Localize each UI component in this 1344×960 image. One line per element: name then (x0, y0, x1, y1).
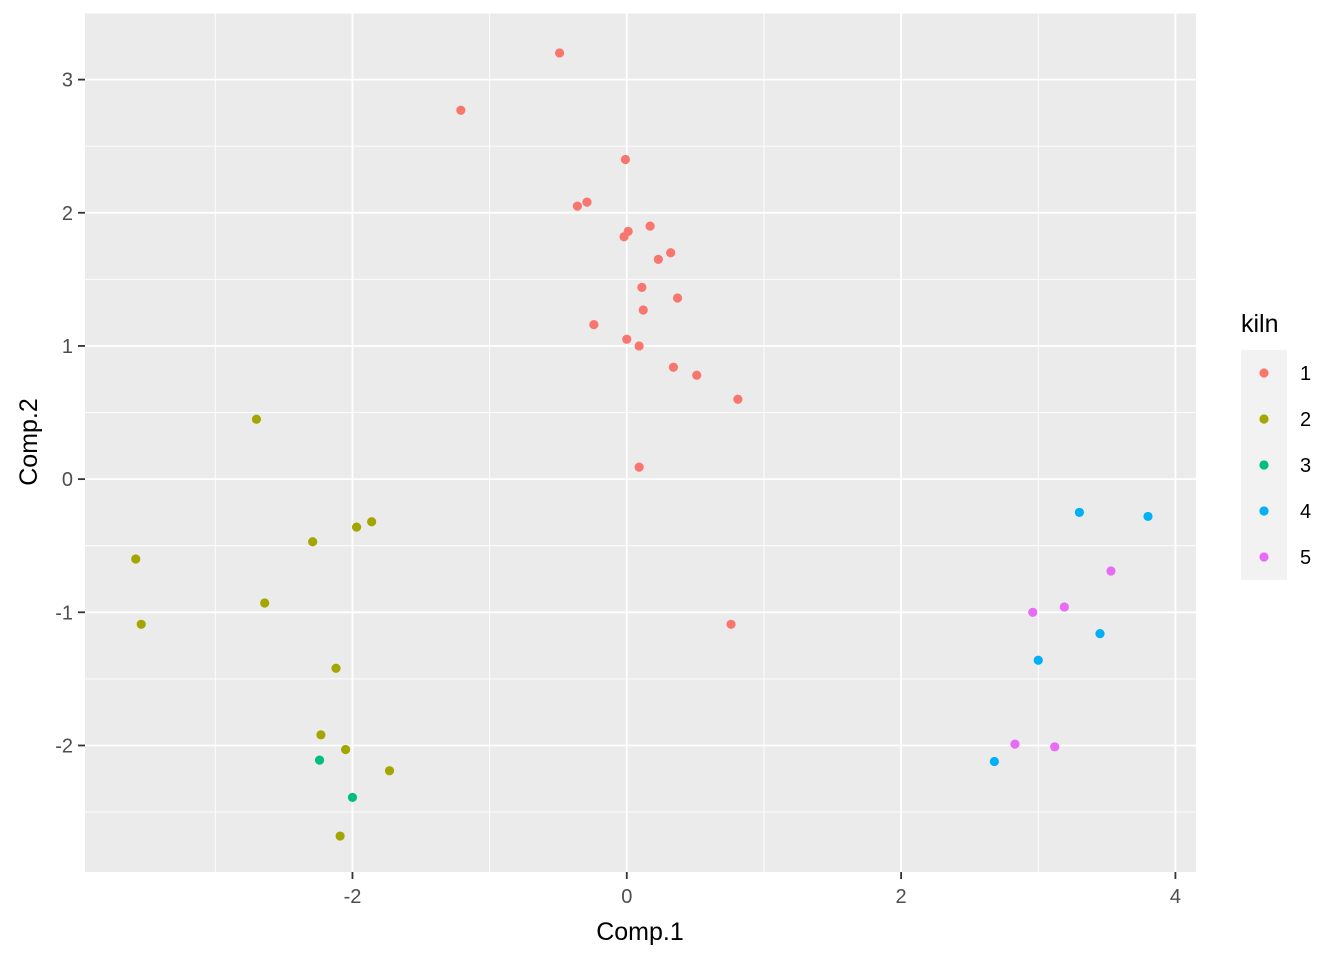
data-point-kiln-1 (620, 154, 631, 165)
y-axis: -2 -1 0 1 2 3 (55, 70, 85, 757)
data-point-kiln-1 (692, 370, 702, 380)
data-point-kiln-2 (251, 414, 262, 424)
data-point-kiln-1 (572, 201, 583, 211)
data-point-kiln-5 (1028, 607, 1038, 617)
data-point-kiln-1 (638, 305, 648, 315)
data-point-kiln-5 (1050, 742, 1060, 752)
legend-key-kiln-1 (1259, 368, 1269, 378)
major-gridlines (85, 13, 1196, 872)
data-point-kiln-4 (1033, 655, 1043, 665)
data-point-kiln-3 (347, 792, 358, 803)
data-point-kiln-1 (634, 341, 644, 351)
legend-label-kiln-5: 5 (1300, 547, 1311, 569)
data-point-kiln-5 (1106, 566, 1116, 576)
x-axis-title: Comp.1 (596, 918, 684, 946)
y-tick-label: -2 (55, 735, 73, 757)
data-point-kiln-2 (308, 537, 318, 547)
plot-panel (85, 13, 1196, 872)
legend-label-kiln-2: 2 (1300, 409, 1311, 431)
y-tick-label: 2 (62, 203, 73, 225)
data-point-kiln-1 (653, 254, 663, 264)
data-point-kiln-2 (331, 663, 341, 673)
legend-label-kiln-1: 1 (1300, 363, 1311, 385)
data-point-kiln-2 (341, 744, 351, 755)
data-point-kiln-4 (989, 756, 999, 767)
data-point-kiln-2 (384, 766, 395, 776)
data-point-kiln-1 (726, 619, 736, 629)
data-point-kiln-1 (456, 105, 466, 115)
x-tick-label: 2 (896, 886, 907, 908)
data-point-kiln-5 (1059, 602, 1069, 612)
data-point-kiln-2 (316, 730, 326, 740)
data-point-kiln-2 (351, 522, 362, 532)
legend-key-kiln-4 (1259, 506, 1269, 516)
data-point-kiln-2 (335, 831, 345, 841)
legend-key-kiln-2 (1259, 414, 1269, 424)
x-tick-label: 0 (621, 886, 632, 908)
minor-gridlines (85, 12, 1196, 872)
legend-key-kiln-5 (1259, 552, 1269, 562)
data-point-kiln-2 (367, 517, 377, 527)
data-points (131, 48, 1153, 841)
y-tick-label: 1 (62, 336, 73, 358)
data-point-kiln-1 (668, 362, 679, 372)
data-point-kiln-4 (1143, 511, 1153, 522)
legend-label-kiln-3: 3 (1300, 455, 1311, 477)
x-tick-label: -2 (344, 886, 362, 908)
legend-key-kiln-3 (1259, 460, 1269, 470)
data-point-kiln-2 (136, 619, 146, 629)
data-point-kiln-4 (1074, 507, 1085, 518)
data-point-kiln-1 (619, 232, 629, 242)
data-point-kiln-4 (1095, 629, 1105, 639)
data-point-kiln-2 (131, 554, 141, 564)
x-axis: -2 0 2 4 (344, 872, 1181, 908)
data-point-kiln-1 (554, 48, 565, 58)
data-point-kiln-1 (672, 293, 683, 303)
y-tick-label: 3 (62, 70, 73, 92)
data-point-kiln-1 (733, 394, 743, 404)
data-point-kiln-2 (260, 598, 270, 608)
data-point-kiln-3 (314, 755, 325, 765)
y-tick-label: -1 (55, 602, 73, 624)
y-tick-label: 0 (62, 469, 73, 491)
legend-title: kiln (1241, 310, 1279, 338)
data-point-kiln-1 (589, 320, 599, 330)
data-point-kiln-1 (645, 221, 655, 231)
legend-items: 1 2 3 4 5 (1259, 363, 1311, 569)
data-point-kiln-1 (634, 462, 644, 472)
legend-label-kiln-4: 4 (1300, 501, 1311, 523)
data-point-kiln-1 (622, 334, 632, 344)
y-axis-title: Comp.2 (15, 398, 43, 486)
data-point-kiln-1 (637, 282, 647, 292)
x-tick-label: 4 (1170, 886, 1181, 908)
data-point-kiln-1 (666, 248, 676, 258)
data-point-kiln-5 (1010, 739, 1020, 749)
legend: kiln 1 2 3 4 5 (1241, 310, 1311, 580)
data-point-kiln-1 (582, 197, 592, 207)
